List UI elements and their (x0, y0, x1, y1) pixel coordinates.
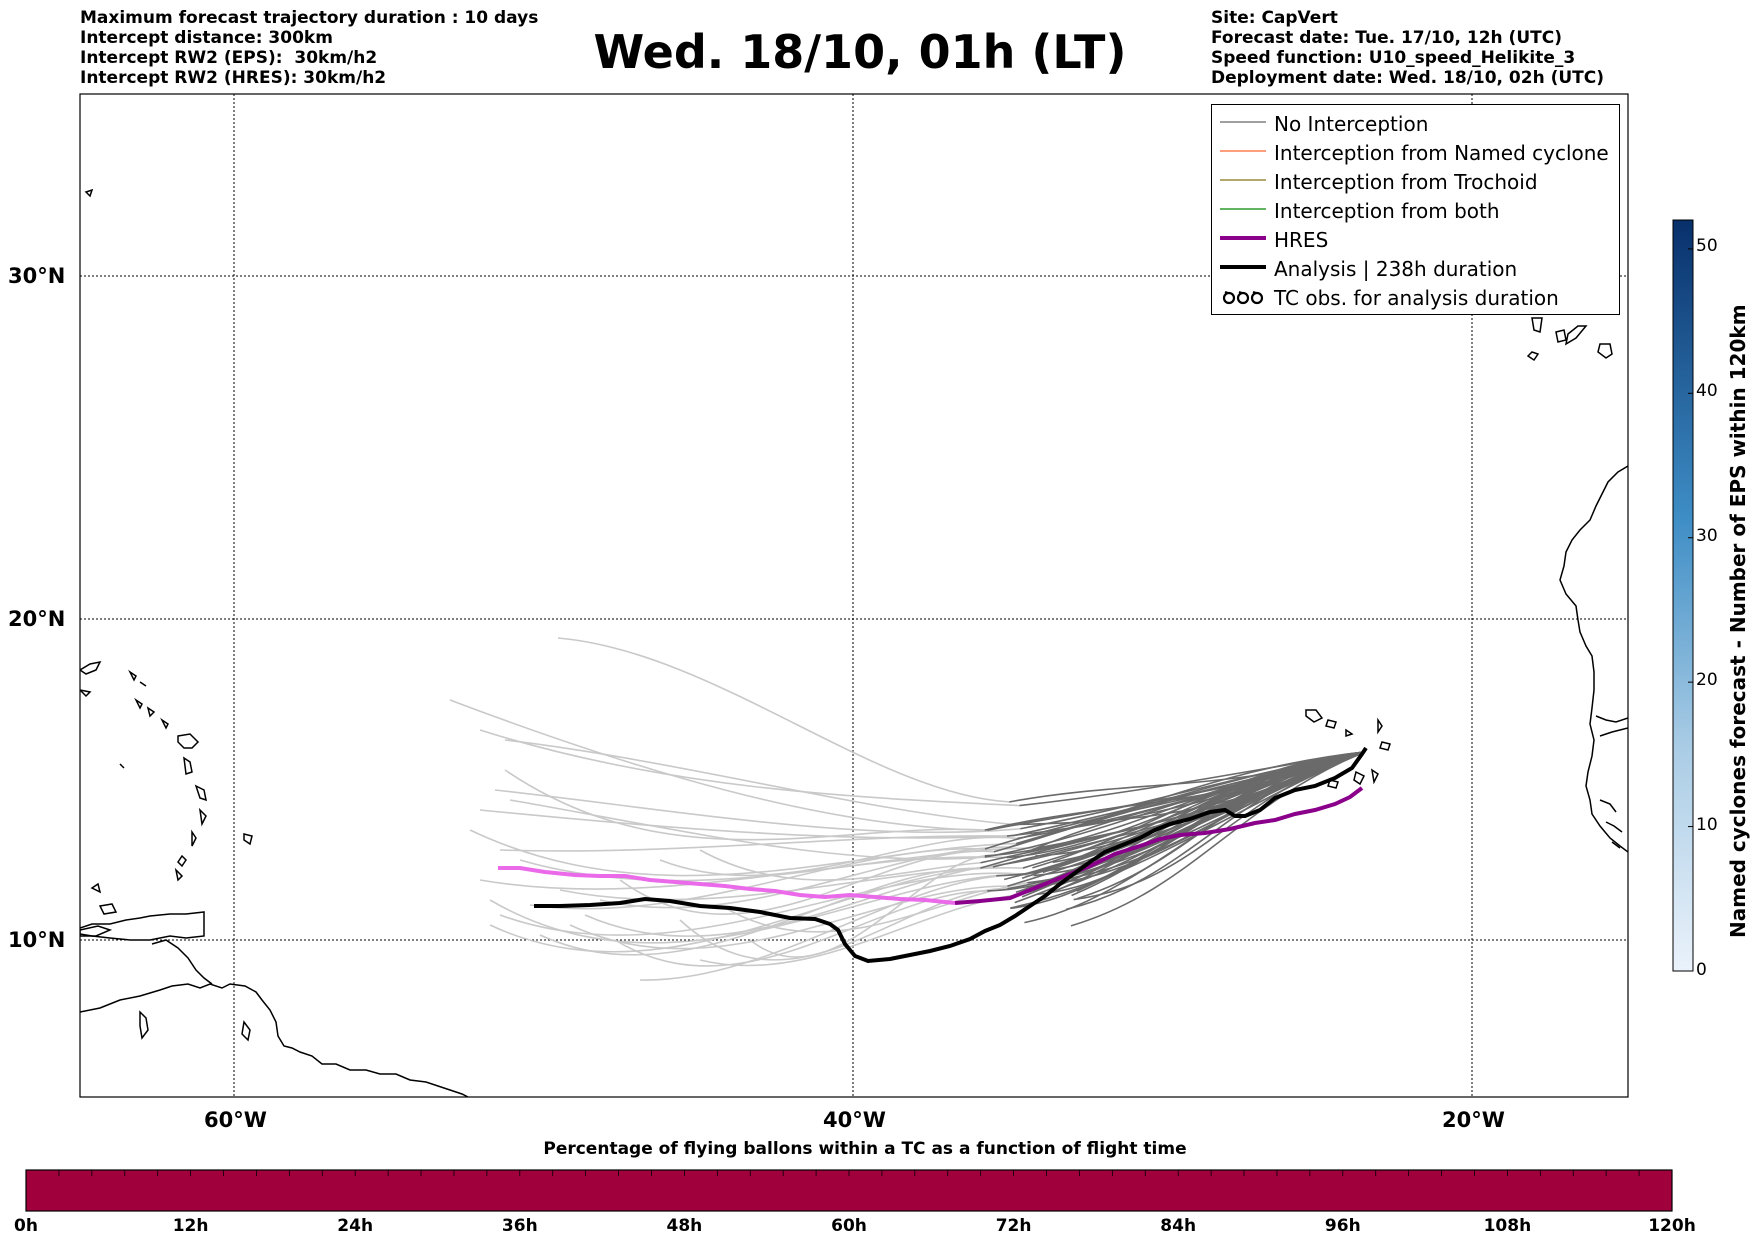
eps-trajectory-segment (504, 739, 1014, 826)
lon-label-40w: 40°W (823, 1108, 886, 1132)
legend-trochoid: Interception from Trochoid (1212, 167, 1617, 194)
legend-line-icon (1220, 121, 1266, 123)
colorbar-tick-0: 0 (1696, 960, 1707, 980)
eps-trajectory-segment (1032, 751, 1365, 869)
eps-trajectory-segment (529, 847, 986, 910)
hres-track (954, 786, 1364, 905)
eps-trajectory-segment (599, 846, 1010, 909)
intercept-distance-text: Intercept distance: 300km (80, 28, 333, 48)
map-frame (79, 93, 1629, 1098)
flight-time-tick-label: 48h (666, 1216, 703, 1236)
eps-trajectory-segment (614, 890, 988, 967)
deployment-date-text: Deployment date: Wed. 18/10, 02h (UTC) (1211, 68, 1605, 88)
eps-trajectory-segment (479, 856, 1008, 890)
legend-tc-obs: TC obs. for analysis duration (1212, 283, 1617, 310)
header-right: Site: CapVert Forecast date: Tue. 17/10,… (1211, 8, 1604, 88)
eps-trajectory-segment (569, 885, 1008, 950)
site-text: Site: CapVert (1211, 8, 1338, 28)
flight-time-tick-label: 108h (1483, 1216, 1532, 1236)
legend-no-interception: No Interception (1212, 109, 1617, 136)
flight-time-tick-label: 24h (337, 1216, 374, 1236)
eps-trajectory-segment (1026, 751, 1365, 853)
intercept-eps-text: Intercept RW2 (EPS): 30km/h2 (80, 48, 378, 68)
page-title: Wed. 18/10, 01h (LT) (593, 25, 1127, 79)
eps-trajectory-segment (479, 729, 1020, 807)
legend-analysis: Analysis | 238h duration (1212, 254, 1617, 281)
lat-label-30: 30°N (8, 264, 66, 288)
flight-time-tick-label: 120h (1648, 1216, 1696, 1236)
flight-time-tick-label: 60h (831, 1216, 867, 1236)
lat-label-10: 10°N (8, 928, 66, 952)
lon-label-60w: 60°W (204, 1108, 267, 1132)
intercept-hres-text: Intercept RW2 (HRES): 30km/h2 (80, 68, 387, 88)
flight-time-tick-label: 84h (1160, 1216, 1197, 1236)
eps-trajectory-segment (557, 637, 1010, 803)
coastlines (80, 188, 1628, 1097)
legend: No Interception Interception from Named … (1211, 104, 1620, 315)
colorbar-tick-20: 20 (1696, 670, 1718, 690)
lon-label-20w: 20°W (1442, 1108, 1505, 1132)
legend-both: Interception from both (1212, 196, 1617, 223)
forecast-date-text: Forecast date: Tue. 17/10, 12h (UTC) (1211, 28, 1562, 48)
legend-line-icon (1220, 179, 1266, 181)
eps-trajectory-segment (1073, 751, 1365, 901)
eps-trajectory-segment (699, 849, 981, 881)
eps-trajectory-segment (1063, 751, 1365, 884)
tc-symbol-icon (1222, 290, 1264, 305)
colorbar-label: Named cyclones forecast - Number of EPS … (1726, 304, 1750, 938)
legend-line-icon (1220, 265, 1266, 269)
eps-trajectory-segment (559, 867, 1024, 901)
legend-named-cyclone: Interception from Named cyclone (1212, 138, 1617, 165)
colorbar-tick-10: 10 (1696, 815, 1718, 835)
colorbar-tick-30: 30 (1696, 526, 1718, 546)
lat-label-20: 20°N (8, 607, 66, 631)
eps-trajectory-segment (479, 809, 1013, 839)
legend-line-icon (1220, 208, 1266, 210)
eps-trajectory-segment (639, 874, 1034, 981)
eps-trajectory-segment (449, 699, 985, 831)
eps-trajectory-segment (1070, 751, 1365, 927)
eps-trajectory-segment (679, 887, 1008, 961)
eps-trajectory-segment (504, 769, 988, 841)
hres-track-early (498, 866, 956, 905)
map-grid (80, 94, 1628, 1097)
header-left: Maximum forecast trajectory duration : 1… (80, 8, 538, 88)
flight-time-tick-label: 72h (995, 1216, 1032, 1236)
eps-trajectories-dark (980, 751, 1365, 927)
eps-trajectory-segment (993, 751, 1365, 853)
flight-time-tick-label: 96h (1324, 1216, 1361, 1236)
speed-function-text: Speed function: U10_speed_Helikite_3 (1211, 48, 1576, 68)
eps-trajectory-segment (494, 789, 1021, 834)
legend-line-icon (1220, 236, 1266, 240)
colorbar-ticks (1688, 248, 1693, 972)
eps-trajectory-segment (499, 835, 1008, 852)
flight-time-bar (25, 1169, 1673, 1212)
colorbar (1672, 219, 1694, 972)
eps-trajectories-light (449, 637, 1038, 981)
colorbar-tick-50: 50 (1696, 236, 1718, 256)
eps-trajectory-segment (1010, 751, 1365, 909)
flight-time-bar-ticks (25, 1170, 1673, 1176)
legend-hres: HRES (1212, 225, 1617, 252)
colorbar-tick-40: 40 (1696, 381, 1718, 401)
flight-time-bar-title: Percentage of flying ballons within a TC… (543, 1139, 1187, 1159)
flight-time-tick-label: 0h (14, 1216, 38, 1236)
flight-time-tick-label: 36h (501, 1216, 538, 1236)
legend-line-icon (1220, 150, 1266, 152)
analysis-track (534, 746, 1368, 964)
flight-time-tick-label: 12h (172, 1216, 209, 1236)
eps-trajectory-segment (659, 836, 1018, 877)
max-duration-text: Maximum forecast trajectory duration : 1… (80, 8, 539, 28)
